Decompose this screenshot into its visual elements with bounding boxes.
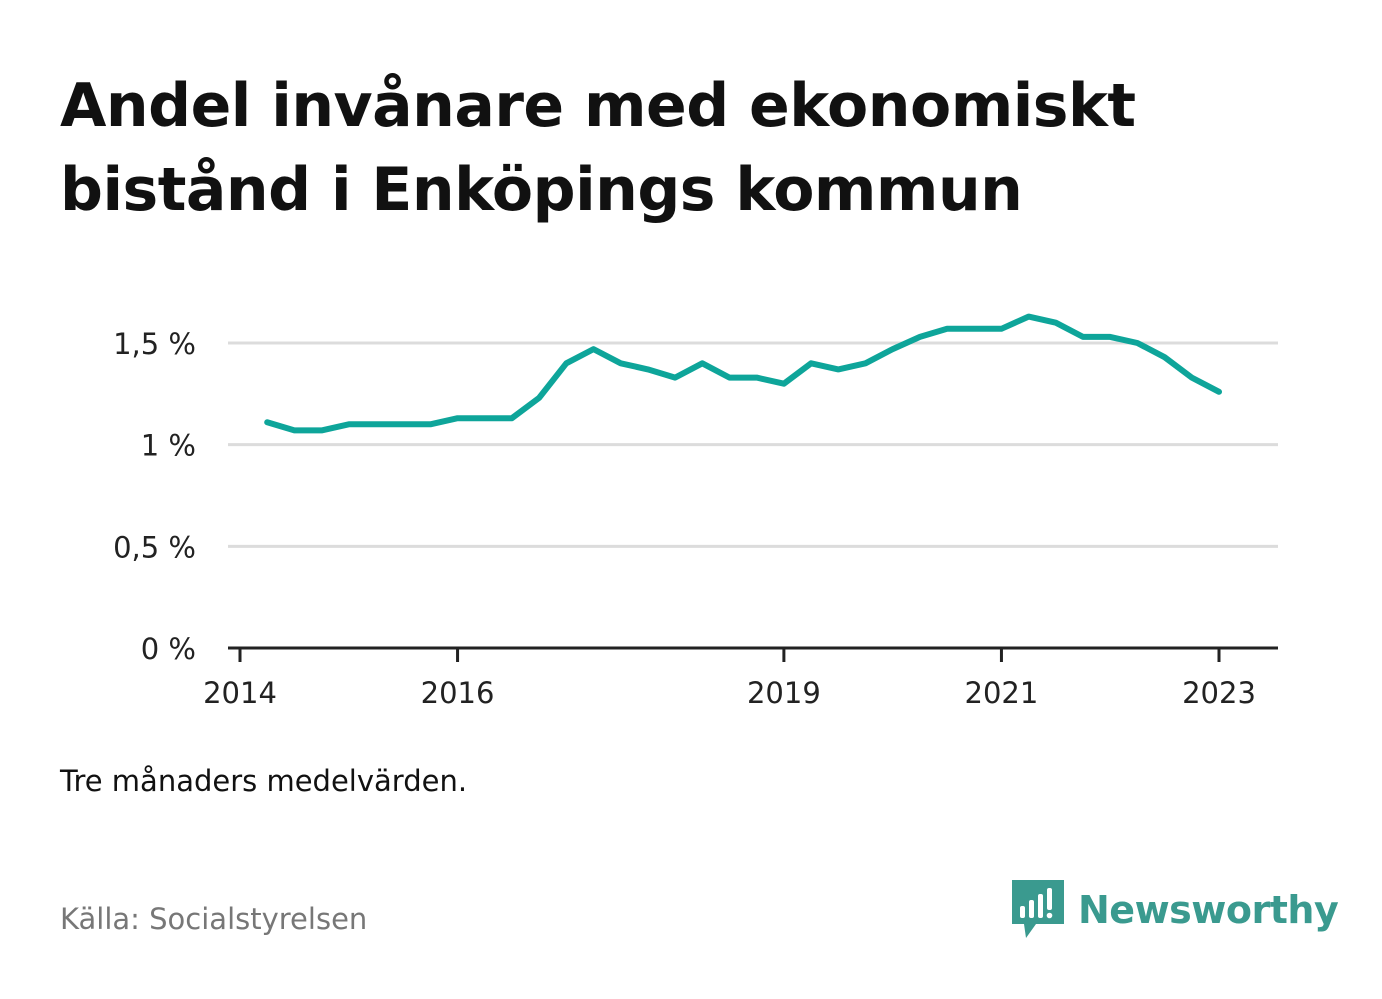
newsworthy-logo-icon xyxy=(1012,880,1064,938)
axes: 0 % 0,5 % 1 % 1,5 % 2014 2016 2019 2021 2023 xyxy=(113,327,1278,710)
newsworthy-logo: Newsworthy xyxy=(1012,880,1339,940)
series-line xyxy=(264,313,1222,434)
x-tick-label: 2021 xyxy=(965,676,1039,710)
gridlines xyxy=(228,341,1278,548)
y-tick-label: 0,5 % xyxy=(113,530,196,564)
x-tick-label: 2023 xyxy=(1182,676,1256,710)
footnote: Tre månaders medelvärden. xyxy=(60,764,468,798)
x-tick-label: 2016 xyxy=(421,676,495,710)
y-tick-label: 1,5 % xyxy=(113,327,196,361)
source-note: Källa: Socialstyrelsen xyxy=(60,902,368,936)
y-tick-label: 0 % xyxy=(141,632,196,666)
y-tick-label: 1 % xyxy=(141,429,196,463)
logo-text: Newsworthy xyxy=(1078,888,1339,932)
x-tick-label: 2019 xyxy=(747,676,821,710)
x-tick-label: 2014 xyxy=(203,676,277,710)
chart-title: Andel invånare med ekonomiskt bistånd i … xyxy=(60,71,1136,225)
series xyxy=(264,313,1222,434)
